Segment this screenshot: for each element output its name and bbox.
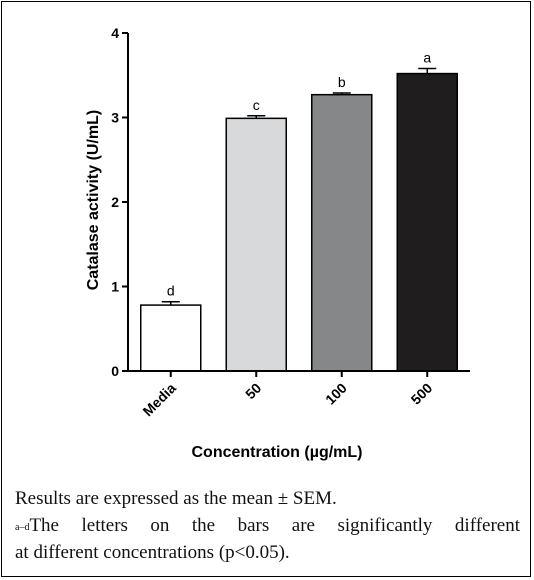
significance-letter: b — [338, 74, 346, 90]
bars-layer: d c b a — [140, 49, 458, 372]
bar — [311, 93, 373, 372]
caption-line-1: Results are expressed as the mean ± SEM. — [15, 488, 337, 509]
y-tick-label: 3 — [111, 110, 119, 126]
y-tick-label: 2 — [111, 194, 119, 210]
significance-letter: c — [253, 97, 260, 113]
bar — [225, 117, 287, 372]
significance-letter: d — [167, 283, 175, 299]
caption-superscript: a–d — [15, 522, 30, 533]
x-tick-label: 100 — [322, 380, 350, 408]
y-tick-label: 4 — [111, 25, 119, 41]
y-tick-label: 0 — [111, 363, 119, 379]
catalase-bar-chart: d c b a 0 1 2 3 4 Media 50 100 500 Catalase activit… — [85, 25, 470, 461]
figure-caption: Results are expressed as the mean ± SEM.… — [15, 485, 520, 566]
caption-line-3: at different concentrations (p<0.05). — [15, 542, 290, 563]
bar — [396, 72, 458, 372]
caption-line-2-text: The letters on the bars are significantl… — [29, 515, 520, 536]
significance-letter: a — [423, 49, 431, 65]
bar — [140, 304, 202, 372]
y-axis-label: Catalase activity (U/mL) — [85, 110, 102, 291]
y-tick-label: 1 — [111, 279, 119, 295]
x-tick-label: 500 — [408, 380, 436, 408]
x-tick-label: 50 — [242, 380, 264, 402]
x-axis-label: Concentration (µg/mL) — [192, 444, 363, 461]
x-tick-label: Media — [139, 380, 179, 420]
caption-line-2: a–dThe letters on the bars are significa… — [15, 512, 520, 539]
